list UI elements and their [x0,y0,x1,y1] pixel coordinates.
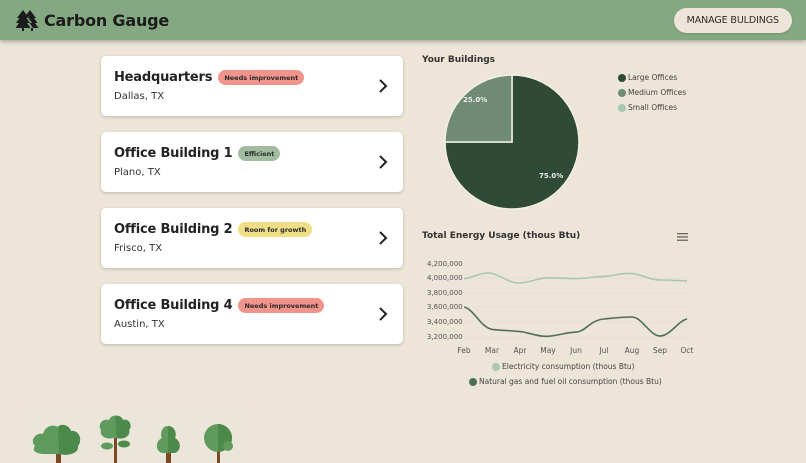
pie-label-large: 75.0% [539,172,564,180]
energy-chart-title: Total Energy Usage (thous Btu) [422,231,581,241]
legend-label: Small Offices [628,103,678,112]
chevron-right-icon[interactable] [378,78,388,94]
x-tick: Sep [652,346,668,355]
building-name: Office Building 4 [114,298,233,313]
x-tick: May [540,346,556,355]
status-badge: Needs improvement [218,70,305,85]
x-tick: Mar [484,346,500,355]
legend-item-small-offices[interactable]: Small Offices [618,100,686,115]
building-name: Office Building 2 [114,222,233,237]
legend-marker [618,73,626,82]
manage-buildings-button[interactable]: MANAGE BULDINGS [673,8,792,33]
trees-illustration [25,408,245,463]
building-name: Office Building 1 [114,146,233,161]
status-badge: Room for growth [238,222,313,237]
pie-slice-medium-offices[interactable] [444,74,513,143]
top-navigation-bar: Carbon Gauge MANAGE BULDINGS [0,0,806,40]
y-tick: 3,800,000 [427,289,463,297]
building-list: Headquarters Needs improvement Dallas, T… [101,56,403,360]
building-card-office-2[interactable]: Office Building 2 Room for growth Frisco… [101,208,403,268]
building-card-office-1[interactable]: Office Building 1 Efficient Plano, TX [101,132,403,192]
pie-legend: Large Offices Medium Offices Small Offic… [618,70,686,115]
y-tick: 4,200,000 [427,260,463,268]
y-tick: 3,600,000 [427,303,463,311]
energy-line-chart: 4,200,000 4,000,000 3,800,000 3,600,000 … [420,255,700,390]
legend-marker [618,88,626,97]
legend-label: Electricity consumption (thous Btu) [502,362,635,371]
legend-item-gas[interactable]: Natural gas and fuel oil consumption (th… [469,377,662,386]
legend-label: Natural gas and fuel oil consumption (th… [479,377,662,386]
building-card-office-4[interactable]: Office Building 4 Needs improvement Aust… [101,284,403,344]
building-name: Headquarters [114,70,213,85]
x-tick: Apr [513,346,527,355]
legend-item-large-offices[interactable]: Large Offices [618,70,686,85]
building-location: Austin, TX [114,319,165,330]
tree-icon [156,426,180,463]
tree-icon [204,424,233,463]
series-gas-line[interactable] [463,306,688,338]
x-tick: Jun [570,346,582,355]
chevron-right-icon[interactable] [378,154,388,170]
legend-item-medium-offices[interactable]: Medium Offices [618,85,686,100]
pie-chart-title: Your Buildings [422,55,496,65]
hamburger-menu-icon[interactable] [677,233,688,241]
series-electricity-line[interactable] [463,272,688,284]
x-tick: Feb [457,346,471,355]
legend-label: Large Offices [628,73,678,82]
chevron-right-icon[interactable] [378,306,388,322]
y-tick: 3,400,000 [427,318,463,326]
y-tick: 4,000,000 [427,274,463,282]
legend-label: Medium Offices [628,88,687,97]
status-badge: Efficient [238,146,281,161]
building-location: Dallas, TX [114,91,165,102]
building-location: Frisco, TX [114,243,163,254]
y-tick: 3,200,000 [427,333,463,341]
chevron-right-icon[interactable] [378,230,388,246]
x-tick: Jul [599,346,609,355]
x-tick: Oct [680,346,694,355]
building-card-headquarters[interactable]: Headquarters Needs improvement Dallas, T… [101,56,403,116]
brand[interactable]: Carbon Gauge [15,9,169,31]
tree-icon [99,415,131,463]
pie-slice-large-offices[interactable] [444,74,580,210]
plot-area [463,263,688,338]
x-tick: Aug [624,346,640,355]
building-location: Plano, TX [114,167,161,178]
buildings-pie-chart: 25.0% 75.0% [444,74,580,210]
trees-icon [15,10,39,31]
app-title: Carbon Gauge [44,10,170,30]
legend-marker [492,362,500,371]
legend-item-electricity[interactable]: Electricity consumption (thous Btu) [492,362,635,371]
status-badge: Needs improvement [238,298,325,313]
legend-marker [469,377,477,386]
legend-marker [618,103,626,112]
tree-icon [32,424,81,463]
pie-label-medium: 25.0% [463,96,488,104]
